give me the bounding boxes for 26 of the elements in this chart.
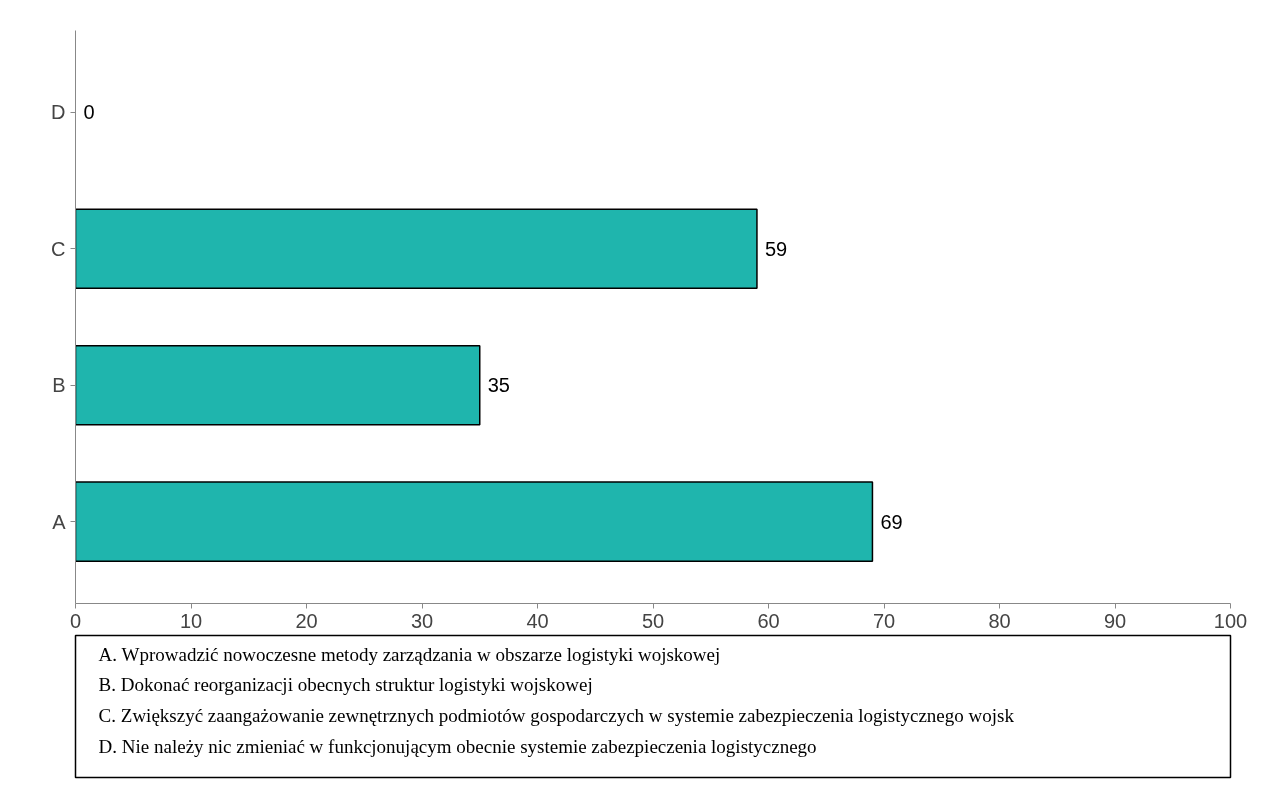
x-tick-label: 10 <box>179 609 203 632</box>
data-label: 0 <box>83 101 95 124</box>
y-tick-label: D <box>51 101 66 124</box>
y-tick-label: A <box>52 510 67 533</box>
text: B. Dokonać reorganizacji obecnych struktur logistyki wojskowej <box>98 674 593 696</box>
x-tick-label: 0 <box>69 609 82 632</box>
bar <box>75 344 481 426</box>
x-tick-label: 100 <box>1213 609 1248 632</box>
data-label: 69 <box>880 510 903 533</box>
x-tick-label: 40 <box>526 609 549 632</box>
x-tick-label: 50 <box>641 609 665 632</box>
bar <box>75 481 874 562</box>
text: D. Nie należy nic zmieniać w funkcjonującym obecnie systemie zabezpieczenia logistycznego <box>98 736 817 758</box>
x-tick-label: 70 <box>872 609 896 632</box>
bar <box>75 208 758 290</box>
x-tick-label: 90 <box>1103 609 1127 632</box>
y-tick-label: B <box>52 374 66 397</box>
data-label: 59 <box>764 237 788 260</box>
x-tick-label: 60 <box>757 609 780 632</box>
y-tick-label: C <box>51 237 66 260</box>
text: C. Zwiększyć zaangażowanie zewnętrznych podmiotów gospodarczych w systemie zabezpieczenia logistycznego wojsk <box>98 705 1015 727</box>
x-tick-label: 80 <box>988 609 1011 632</box>
data-label: 35 <box>487 374 510 397</box>
x-tick-label: 20 <box>295 609 318 632</box>
x-tick-label: 30 <box>410 609 434 632</box>
text: A. Wprowadzić nowoczesne metody zarządzania w obszarze logistyki wojskowej <box>98 643 721 665</box>
